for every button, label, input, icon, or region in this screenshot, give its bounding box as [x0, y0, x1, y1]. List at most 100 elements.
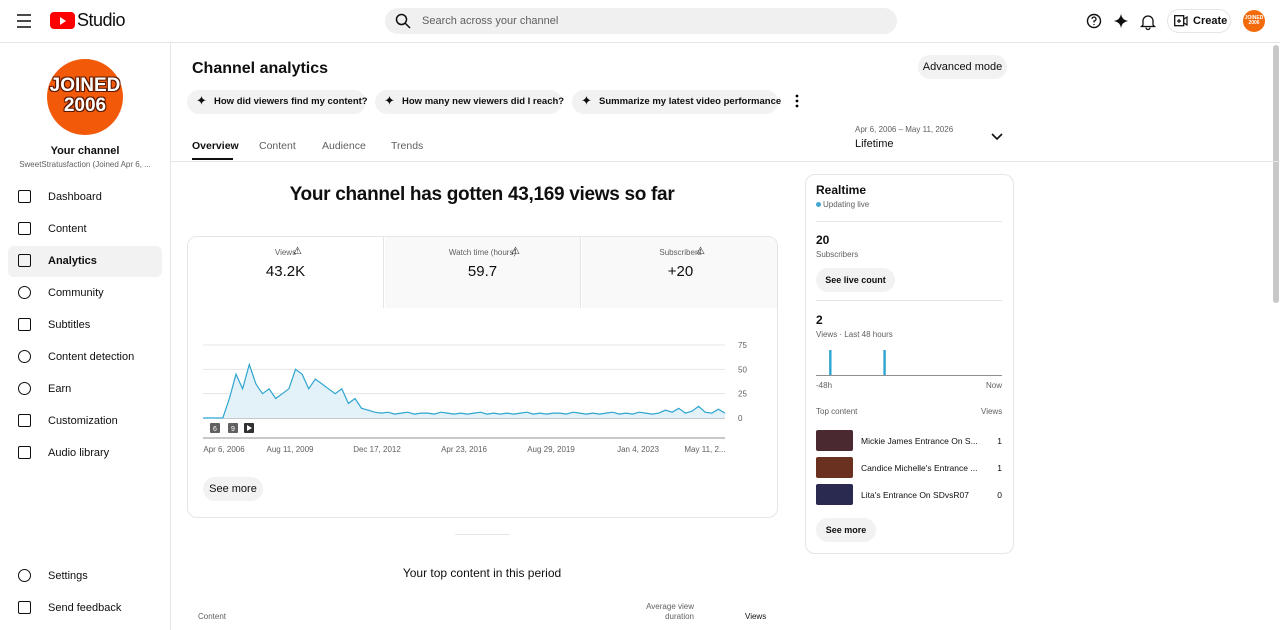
tab[interactable]: Overview [192, 140, 239, 152]
y-tick-label: 0 [738, 414, 743, 423]
nav-item[interactable]: Subtitles [48, 319, 91, 331]
thumbnail[interactable] [816, 457, 853, 478]
nav-item[interactable]: Audio library [48, 447, 110, 459]
nav-icon[interactable] [18, 222, 31, 235]
divider [816, 221, 1002, 222]
logo-text[interactable]: Studio [77, 10, 126, 30]
realtime-status: Updating live [823, 200, 870, 209]
x-tick-label: Aug 11, 2009 [266, 445, 314, 454]
nav-icon[interactable] [18, 382, 31, 395]
nav-icon[interactable] [18, 350, 31, 363]
x-tick-label: Apr 6, 2006 [203, 445, 245, 454]
sparkle-icon: ✦ [384, 93, 395, 108]
create-button[interactable] [1167, 9, 1231, 33]
marker-label: 9 [231, 426, 235, 433]
tab[interactable]: Content [259, 140, 296, 152]
x-tick-label: Dec 17, 2012 [353, 445, 401, 454]
nav-icon[interactable] [18, 414, 31, 427]
nav-icon[interactable] [18, 254, 31, 267]
scrollbar[interactable] [1273, 45, 1279, 303]
prompt-text[interactable]: How many new viewers did I reach? [402, 96, 565, 107]
period[interactable]: Lifetime [855, 138, 894, 150]
nav-icon[interactable] [18, 190, 31, 203]
nav-item[interactable]: Analytics [48, 255, 97, 267]
logo-icon[interactable] [50, 12, 76, 30]
search-placeholder: Search across your channel [422, 15, 559, 27]
tab-underline [192, 158, 233, 160]
prompt-chip[interactable] [572, 90, 778, 114]
create-label: Create [1193, 15, 1228, 27]
channel-avatar[interactable]: JOINED 2006 [47, 59, 123, 135]
nav-item[interactable]: Settings [48, 570, 88, 582]
views-label: Views · Last 48 hours [816, 330, 893, 339]
thumbnail[interactable] [816, 484, 853, 505]
live-count-button[interactable]: See live count [816, 268, 895, 292]
item-title[interactable]: Mickie James Entrance On S... [861, 436, 978, 446]
metrics-card: Views 43.2K ⚠ Watch time (hours) 59.7 ⚠ Subscr… [187, 236, 778, 518]
item-title[interactable]: Candice Michelle's Entrance ... [861, 463, 978, 473]
more-icon[interactable] [794, 94, 800, 108]
thumbnail[interactable] [816, 430, 853, 451]
item-views: 1 [997, 463, 1002, 473]
sparkle-icon: ✦ [581, 93, 592, 108]
marker-label: 6 [213, 426, 217, 433]
nav-item[interactable]: Customization [48, 415, 118, 427]
live-dot [816, 202, 821, 207]
nav-icon[interactable] [18, 446, 31, 459]
column-header[interactable]: Views [745, 612, 767, 621]
nav-item[interactable]: Community [48, 287, 104, 299]
warning-icon: ⚠ [511, 246, 520, 257]
nav-icon[interactable] [18, 286, 31, 299]
create-icon [1174, 15, 1188, 27]
prompt-chip[interactable] [187, 90, 366, 114]
column-header[interactable]: Average view duration [646, 602, 694, 621]
metric-value: +20 [667, 263, 694, 280]
nav-icon[interactable] [18, 569, 31, 582]
metric-tab[interactable]: Subscribers +20 ⚠ [582, 237, 777, 308]
views-column: Views [981, 407, 1003, 416]
channel-title: Your channel [50, 145, 120, 157]
prompt-text[interactable]: How did viewers find my content? [214, 96, 368, 107]
search-icon [395, 13, 411, 29]
sidebar-border [170, 43, 171, 630]
top-content-label: Top content [816, 407, 858, 416]
nav-item[interactable]: Content [48, 223, 87, 235]
y-tick-label: 25 [738, 390, 747, 399]
menu-icon[interactable] [17, 14, 33, 28]
nav-item[interactable]: Dashboard [48, 191, 102, 203]
prompt-text[interactable]: Summarize my latest video performance [599, 96, 782, 107]
nav-active [8, 246, 162, 277]
nav-item[interactable]: Content detection [48, 351, 135, 363]
headline: Your channel has gotten 43,169 views so … [289, 184, 675, 205]
line [203, 362, 726, 419]
account-avatar[interactable]: JOINED 2006 [1243, 10, 1265, 32]
prompt-chip[interactable] [375, 90, 562, 114]
search-box[interactable] [385, 8, 897, 34]
nav-item[interactable]: Earn [48, 383, 72, 395]
see-more-button[interactable]: See more [203, 477, 263, 501]
divider [816, 300, 1002, 301]
header-icons[interactable] [1086, 13, 1166, 31]
marker-play [247, 425, 252, 431]
nav-icon[interactable] [18, 601, 31, 614]
chevron[interactable] [991, 133, 1003, 141]
nav-item[interactable]: Send feedback [48, 602, 122, 614]
realtime-title: Realtime [816, 183, 867, 197]
marker [210, 423, 220, 433]
see-more-button[interactable]: See more [816, 518, 876, 542]
tab[interactable]: Trends [391, 140, 424, 152]
metric-tab[interactable]: Watch time (hours) 59.7 ⚠ [385, 237, 581, 308]
item-views: 0 [997, 490, 1002, 500]
tab[interactable]: Audience [322, 140, 366, 152]
marker [228, 423, 238, 433]
column-header[interactable]: Content [198, 612, 227, 621]
axis-end: Now [986, 381, 1003, 390]
metric-tab[interactable]: Views 43.2K ⚠ [188, 237, 384, 308]
metric-label: Views [274, 248, 297, 257]
date-range[interactable]: Apr 6, 2006 – May 11, 2026 [855, 125, 954, 134]
item-title[interactable]: Lita's Entrance On SDvsR07 [861, 490, 969, 500]
page-title: Channel analytics [192, 60, 329, 77]
nav-icon[interactable] [18, 318, 31, 331]
advanced-mode-button[interactable]: Advanced mode [918, 55, 1007, 79]
